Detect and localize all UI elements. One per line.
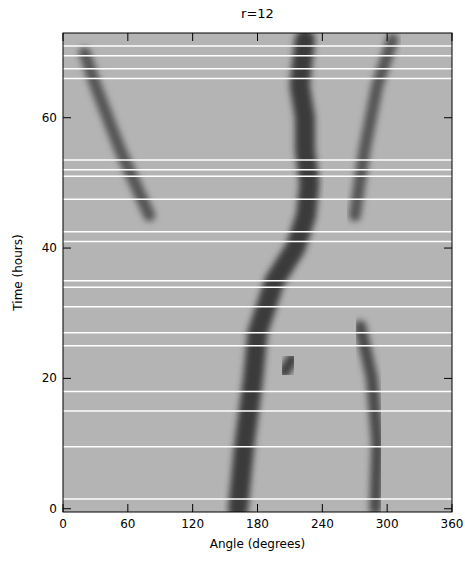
x-axis-title: Angle (degrees) bbox=[210, 537, 306, 551]
data-gap bbox=[63, 176, 452, 178]
x-tick-label: 120 bbox=[181, 517, 204, 531]
plot-background bbox=[63, 33, 452, 512]
data-gap bbox=[63, 498, 452, 500]
y-tick-label: 40 bbox=[42, 241, 57, 255]
data-gap bbox=[63, 286, 452, 288]
data-gap bbox=[63, 241, 452, 243]
data-gap bbox=[63, 231, 452, 233]
dark-band bbox=[238, 40, 309, 509]
data-gap bbox=[63, 410, 452, 412]
data-gap bbox=[63, 446, 452, 448]
title: r=12 bbox=[241, 6, 274, 21]
y-tick bbox=[63, 117, 71, 118]
data-gap bbox=[63, 78, 452, 80]
y-tick-label: 20 bbox=[42, 371, 57, 385]
data-group bbox=[63, 40, 452, 509]
y-tick bbox=[444, 248, 452, 249]
y-tick-label: 0 bbox=[49, 502, 57, 516]
data-gap bbox=[63, 280, 452, 282]
x-tick bbox=[127, 33, 128, 41]
y-axis-title: Time (hours) bbox=[11, 234, 25, 311]
y-tick-label: 60 bbox=[42, 111, 57, 125]
data-gap bbox=[63, 198, 452, 200]
y-tick bbox=[444, 508, 452, 509]
data-gap bbox=[63, 345, 452, 347]
data-gap bbox=[63, 159, 452, 161]
plot-frame bbox=[63, 33, 452, 512]
data-gap bbox=[63, 68, 452, 70]
y-tick bbox=[444, 117, 452, 118]
y-tick bbox=[444, 378, 452, 379]
x-tick bbox=[452, 33, 453, 41]
dark-band bbox=[355, 40, 393, 216]
data-gap bbox=[63, 332, 452, 334]
data-gap bbox=[63, 391, 452, 393]
dark-band bbox=[285, 359, 293, 372]
x-tick-label: 300 bbox=[376, 517, 399, 531]
x-tick bbox=[192, 504, 193, 512]
x-tick bbox=[387, 33, 388, 41]
chart: 0 60 120 180 240 300 360 0 20 40 60 r=12 Angle (degr… bbox=[0, 0, 465, 561]
x-tick bbox=[63, 33, 64, 41]
data-gap bbox=[63, 306, 452, 308]
x-tick-label: 60 bbox=[120, 517, 135, 531]
data-gap bbox=[63, 45, 452, 47]
x-tick bbox=[257, 504, 258, 512]
x-tick bbox=[192, 33, 193, 41]
x-tick bbox=[452, 504, 453, 512]
dark-band bbox=[360, 326, 377, 508]
y-tick bbox=[63, 508, 71, 509]
x-tick bbox=[322, 33, 323, 41]
x-tick bbox=[63, 504, 64, 512]
data-gap bbox=[63, 55, 452, 57]
x-tick-label: 240 bbox=[311, 517, 334, 531]
y-tick bbox=[63, 248, 71, 249]
x-tick bbox=[387, 504, 388, 512]
x-tick-label: 0 bbox=[59, 517, 67, 531]
dark-band bbox=[85, 53, 150, 216]
x-tick bbox=[127, 504, 128, 512]
data-gap bbox=[63, 169, 452, 171]
x-tick bbox=[322, 504, 323, 512]
y-tick bbox=[63, 378, 71, 379]
x-tick bbox=[257, 33, 258, 41]
x-tick-label: 360 bbox=[441, 517, 464, 531]
x-tick-label: 180 bbox=[246, 517, 269, 531]
